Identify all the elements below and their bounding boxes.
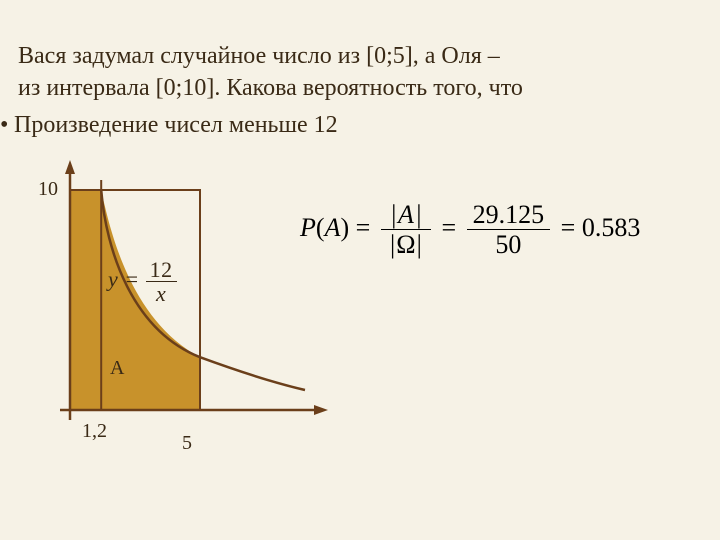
problem-text: Вася задумал случайное число из [0;5], а… — [18, 40, 658, 105]
formula-abs-A: A — [387, 200, 425, 229]
x-tick-label-5: 5 — [182, 432, 192, 455]
bullet-line: •Произведение чисел меньше 12 — [0, 112, 700, 139]
curve-fraction: 12x — [146, 258, 177, 305]
bullet-text: Произведение чисел меньше 12 — [14, 112, 338, 138]
region-label: A — [110, 357, 124, 380]
problem-line-2: из интервала [0;10]. Какова вероятность … — [18, 75, 523, 101]
formula-result: 0.583 — [582, 213, 641, 242]
formula-abs-omega: Ω — [387, 230, 425, 259]
formula-frac2: 29.12550 — [467, 200, 551, 260]
y-tick-label-10: 10 — [38, 178, 58, 201]
formula-frac1-den: Ω — [381, 230, 431, 259]
curve-frac-num: 12 — [146, 258, 177, 282]
y-axis-arrow-icon — [65, 160, 75, 174]
formula-paren-close: ) — [340, 213, 349, 242]
formula-frac1: AΩ — [381, 200, 431, 260]
curve-equation: y = 12x — [108, 258, 177, 305]
problem-line-1: Вася задумал случайное число из [0;5], а… — [18, 43, 500, 69]
x-tick-label-1-2: 1,2 — [82, 420, 107, 443]
formula-eq1: = — [349, 213, 377, 242]
slide: Вася задумал случайное число из [0;5], а… — [0, 0, 720, 540]
bullet-dot-icon: • — [0, 112, 14, 139]
formula-eq2: = — [435, 213, 463, 242]
formula-frac2-num: 29.125 — [467, 200, 551, 230]
x-axis-arrow-icon — [314, 405, 328, 415]
formula-P: P — [300, 213, 316, 242]
curve-frac-den: x — [146, 282, 177, 305]
formula-A: A — [325, 213, 341, 242]
formula-frac2-den: 50 — [467, 230, 551, 259]
curve-eq: = — [118, 267, 145, 292]
curve-lhs: y — [108, 267, 118, 292]
probability-formula: P(A) = AΩ = 29.12550 = 0.583 — [300, 200, 640, 260]
probability-chart — [40, 160, 330, 450]
formula-frac1-num: A — [381, 200, 431, 230]
formula-eq3: = — [554, 213, 582, 242]
formula-paren-open: ( — [316, 213, 325, 242]
